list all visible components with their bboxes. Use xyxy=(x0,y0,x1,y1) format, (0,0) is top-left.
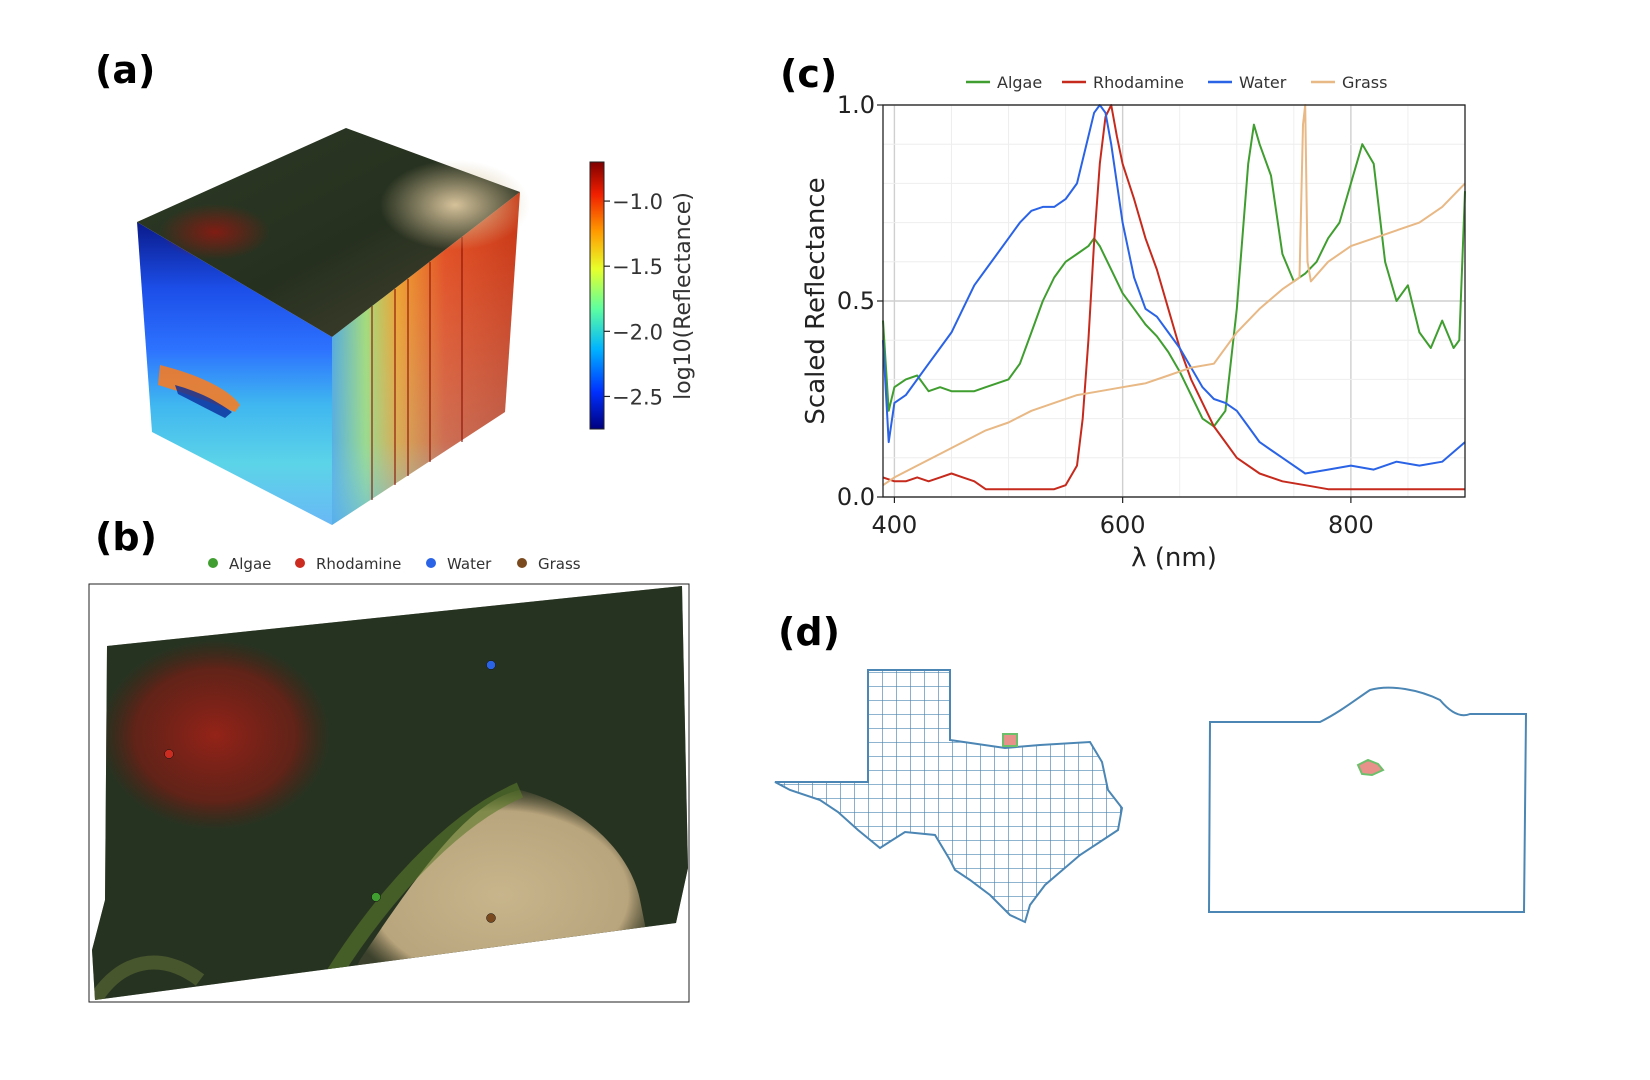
sample-point-water xyxy=(486,660,496,670)
texas-counties xyxy=(775,670,1122,922)
aerial-map-figure: Algae Rhodamine Water Grass xyxy=(88,555,690,1003)
hyperspectral-cube-figure: −1.0 −1.5 −2.0 −2.5 log10(Reflectance) xyxy=(137,128,696,525)
map-legend-marker xyxy=(517,558,527,568)
cube-left-face xyxy=(137,222,332,525)
y-tick-label: 1.0 xyxy=(837,91,875,119)
y-tick-label: 0.0 xyxy=(837,483,875,511)
chart-legend-label: Rhodamine xyxy=(1093,73,1184,92)
county-study-site xyxy=(1356,758,1385,777)
map-corner-vegetation xyxy=(92,955,205,1000)
x-tick-label: 800 xyxy=(1328,511,1374,539)
sample-point-rhodamine xyxy=(164,749,174,759)
map-legend-marker xyxy=(426,558,436,568)
y-tick-label: 0.5 xyxy=(837,287,875,315)
map-legend-label: Grass xyxy=(538,555,581,573)
panel-label-b: (b) xyxy=(95,515,157,559)
colorbar xyxy=(589,161,605,430)
map-legend-label: Algae xyxy=(229,555,271,573)
chart-ticks: 400 600 800 0.0 0.5 1.0 xyxy=(837,91,1374,539)
series-line-grass xyxy=(882,104,1466,487)
chart-legend-label: Grass xyxy=(1342,73,1387,92)
x-tick-label: 600 xyxy=(1100,511,1146,539)
texas-map xyxy=(774,669,1124,924)
cube-top-rhodamine xyxy=(160,204,270,260)
map-legend: Algae Rhodamine Water Grass xyxy=(208,555,581,573)
chart-series xyxy=(882,104,1466,491)
panel-label-d: (d) xyxy=(778,610,840,654)
chart-xlabel: λ (nm) xyxy=(1131,543,1217,573)
county-outline xyxy=(1207,686,1528,913)
rhodamine-plume xyxy=(100,640,330,830)
map-sample-points xyxy=(164,660,496,923)
chart-legend: Algae Rhodamine Water Grass xyxy=(966,73,1387,92)
cube-right-streaks xyxy=(371,237,463,500)
map-shore-vegetation xyxy=(323,782,524,985)
map-legend-marker xyxy=(208,558,218,568)
cube-left-stripe-dark xyxy=(175,385,232,418)
chart-legend-label: Water xyxy=(1239,73,1287,92)
texas-highlight-county xyxy=(1002,733,1018,747)
colorbar-label: log10(Reflectance) xyxy=(671,192,696,400)
cube-right-face-shade xyxy=(332,192,520,525)
x-tick-label: 400 xyxy=(872,511,918,539)
colorbar-tick-label: −2.0 xyxy=(612,320,663,344)
cube-top-sand xyxy=(380,160,530,250)
county-map xyxy=(1207,686,1528,913)
spectra-line-chart: Algae Rhodamine Water Grass 400 600 800 0.0 0.5… xyxy=(801,73,1466,573)
map-legend-label: Water xyxy=(447,555,492,573)
colorbar-tick-label: −1.5 xyxy=(612,255,663,279)
series-line-water xyxy=(882,104,1466,475)
sample-point-grass xyxy=(486,913,496,923)
colorbar-ticks: −1.0 −1.5 −2.0 −2.5 xyxy=(604,190,663,409)
chart-legend-label: Algae xyxy=(997,73,1042,92)
sample-point-algae xyxy=(371,892,381,902)
series-line-rhodamine xyxy=(882,104,1465,491)
colorbar-tick-label: −2.5 xyxy=(612,385,663,409)
colorbar-tick-label: −1.0 xyxy=(612,190,663,214)
cube-left-stripe xyxy=(158,365,240,412)
series-line-algae xyxy=(882,123,1466,428)
map-legend-label: Rhodamine xyxy=(316,555,401,573)
map-legend-marker xyxy=(295,558,305,568)
chart-ylabel: Scaled Reflectance xyxy=(801,177,831,424)
panel-label-a: (a) xyxy=(95,48,156,92)
panel-label-c: (c) xyxy=(780,52,838,96)
